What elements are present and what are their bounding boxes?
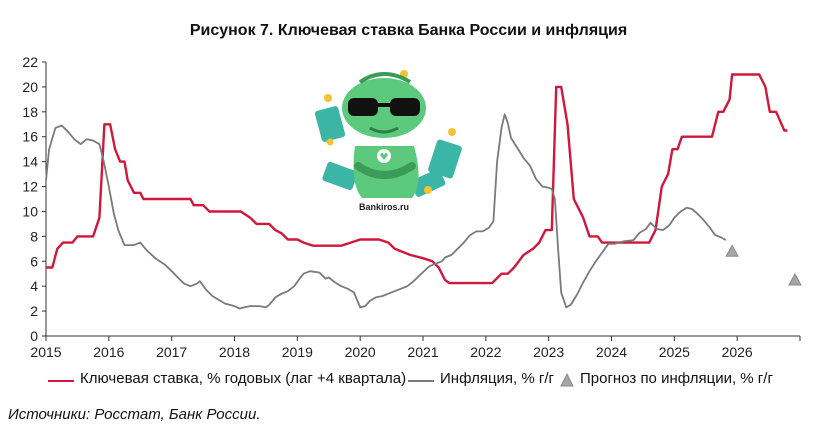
mascot-arms (354, 162, 416, 179)
y-tick-label: 16 (22, 129, 38, 145)
mascot-logo: Bankiros.ru (314, 70, 462, 212)
coin-icon (324, 94, 332, 102)
forecast-point (788, 272, 802, 286)
x-tick-label: 2016 (93, 344, 124, 360)
inflation-line (45, 113, 727, 310)
key-rate-line (46, 73, 788, 285)
x-tick-label: 2015 (30, 344, 61, 360)
series-layer (45, 73, 788, 310)
y-tick-label: 10 (22, 203, 38, 219)
legend-key-rate-swatch (48, 380, 74, 382)
coin-icon (326, 138, 334, 146)
legend-forecast-triangle-icon (560, 373, 574, 387)
legend-inflation-label: Инфляция, % г/г (440, 370, 554, 387)
money-bill-left-lower-icon (322, 161, 358, 191)
y-tick-label: 8 (30, 228, 38, 244)
x-tick-label: 2022 (470, 344, 501, 360)
sunglasses-left-icon (348, 98, 378, 116)
money-bill-right-icon (428, 139, 462, 179)
x-tick-label: 2018 (219, 344, 250, 360)
legend-inflation-swatch (408, 380, 434, 382)
forecast-point (725, 244, 739, 257)
mascot-caption: Bankiros.ru (359, 202, 409, 212)
x-tick-label: 2023 (533, 344, 564, 360)
y-tick-label: 12 (22, 179, 38, 195)
x-tick-label: 2019 (282, 344, 313, 360)
sunglasses-right-icon (390, 98, 420, 116)
y-tick-label: 6 (30, 253, 38, 269)
x-tick-label: 2021 (407, 344, 438, 360)
money-bill-left-icon (314, 106, 346, 142)
x-tick-label: 2017 (156, 344, 187, 360)
legend-key-rate-label: Ключевая ставка, % годовых (лаг +4 кварт… (80, 370, 407, 387)
x-tick-label: 2026 (722, 344, 753, 360)
legend: Ключевая ставка, % годовых (лаг +4 кварт… (0, 370, 817, 392)
x-tick-label: 2020 (345, 344, 376, 360)
y-tick-label: 20 (22, 79, 38, 95)
y-tick-label: 2 (30, 303, 38, 319)
y-tick-label: 22 (22, 54, 38, 70)
mascot-mouth (369, 126, 399, 134)
sunglasses-bridge (378, 103, 390, 107)
y-tick-label: 18 (22, 104, 38, 120)
y-tick-label: 14 (22, 154, 38, 170)
y-tick-label: 4 (30, 278, 38, 294)
mascot-hair (358, 72, 412, 84)
mascot-head (342, 78, 426, 138)
coin-icon (424, 186, 432, 194)
money-bill-right-lower-icon (410, 169, 446, 197)
forecast-layer (725, 244, 802, 286)
y-tick-label: 0 (30, 328, 38, 344)
coin-icon (448, 128, 456, 136)
x-tick-label: 2025 (659, 344, 690, 360)
chart-title: Рисунок 7. Ключевая ставка Банка России … (189, 22, 628, 39)
source-note: Источники: Росстат, Банк России. (8, 406, 261, 423)
legend-forecast-label: Прогноз по инфляции, % г/г (580, 370, 773, 387)
x-tick-label: 2024 (596, 344, 627, 360)
